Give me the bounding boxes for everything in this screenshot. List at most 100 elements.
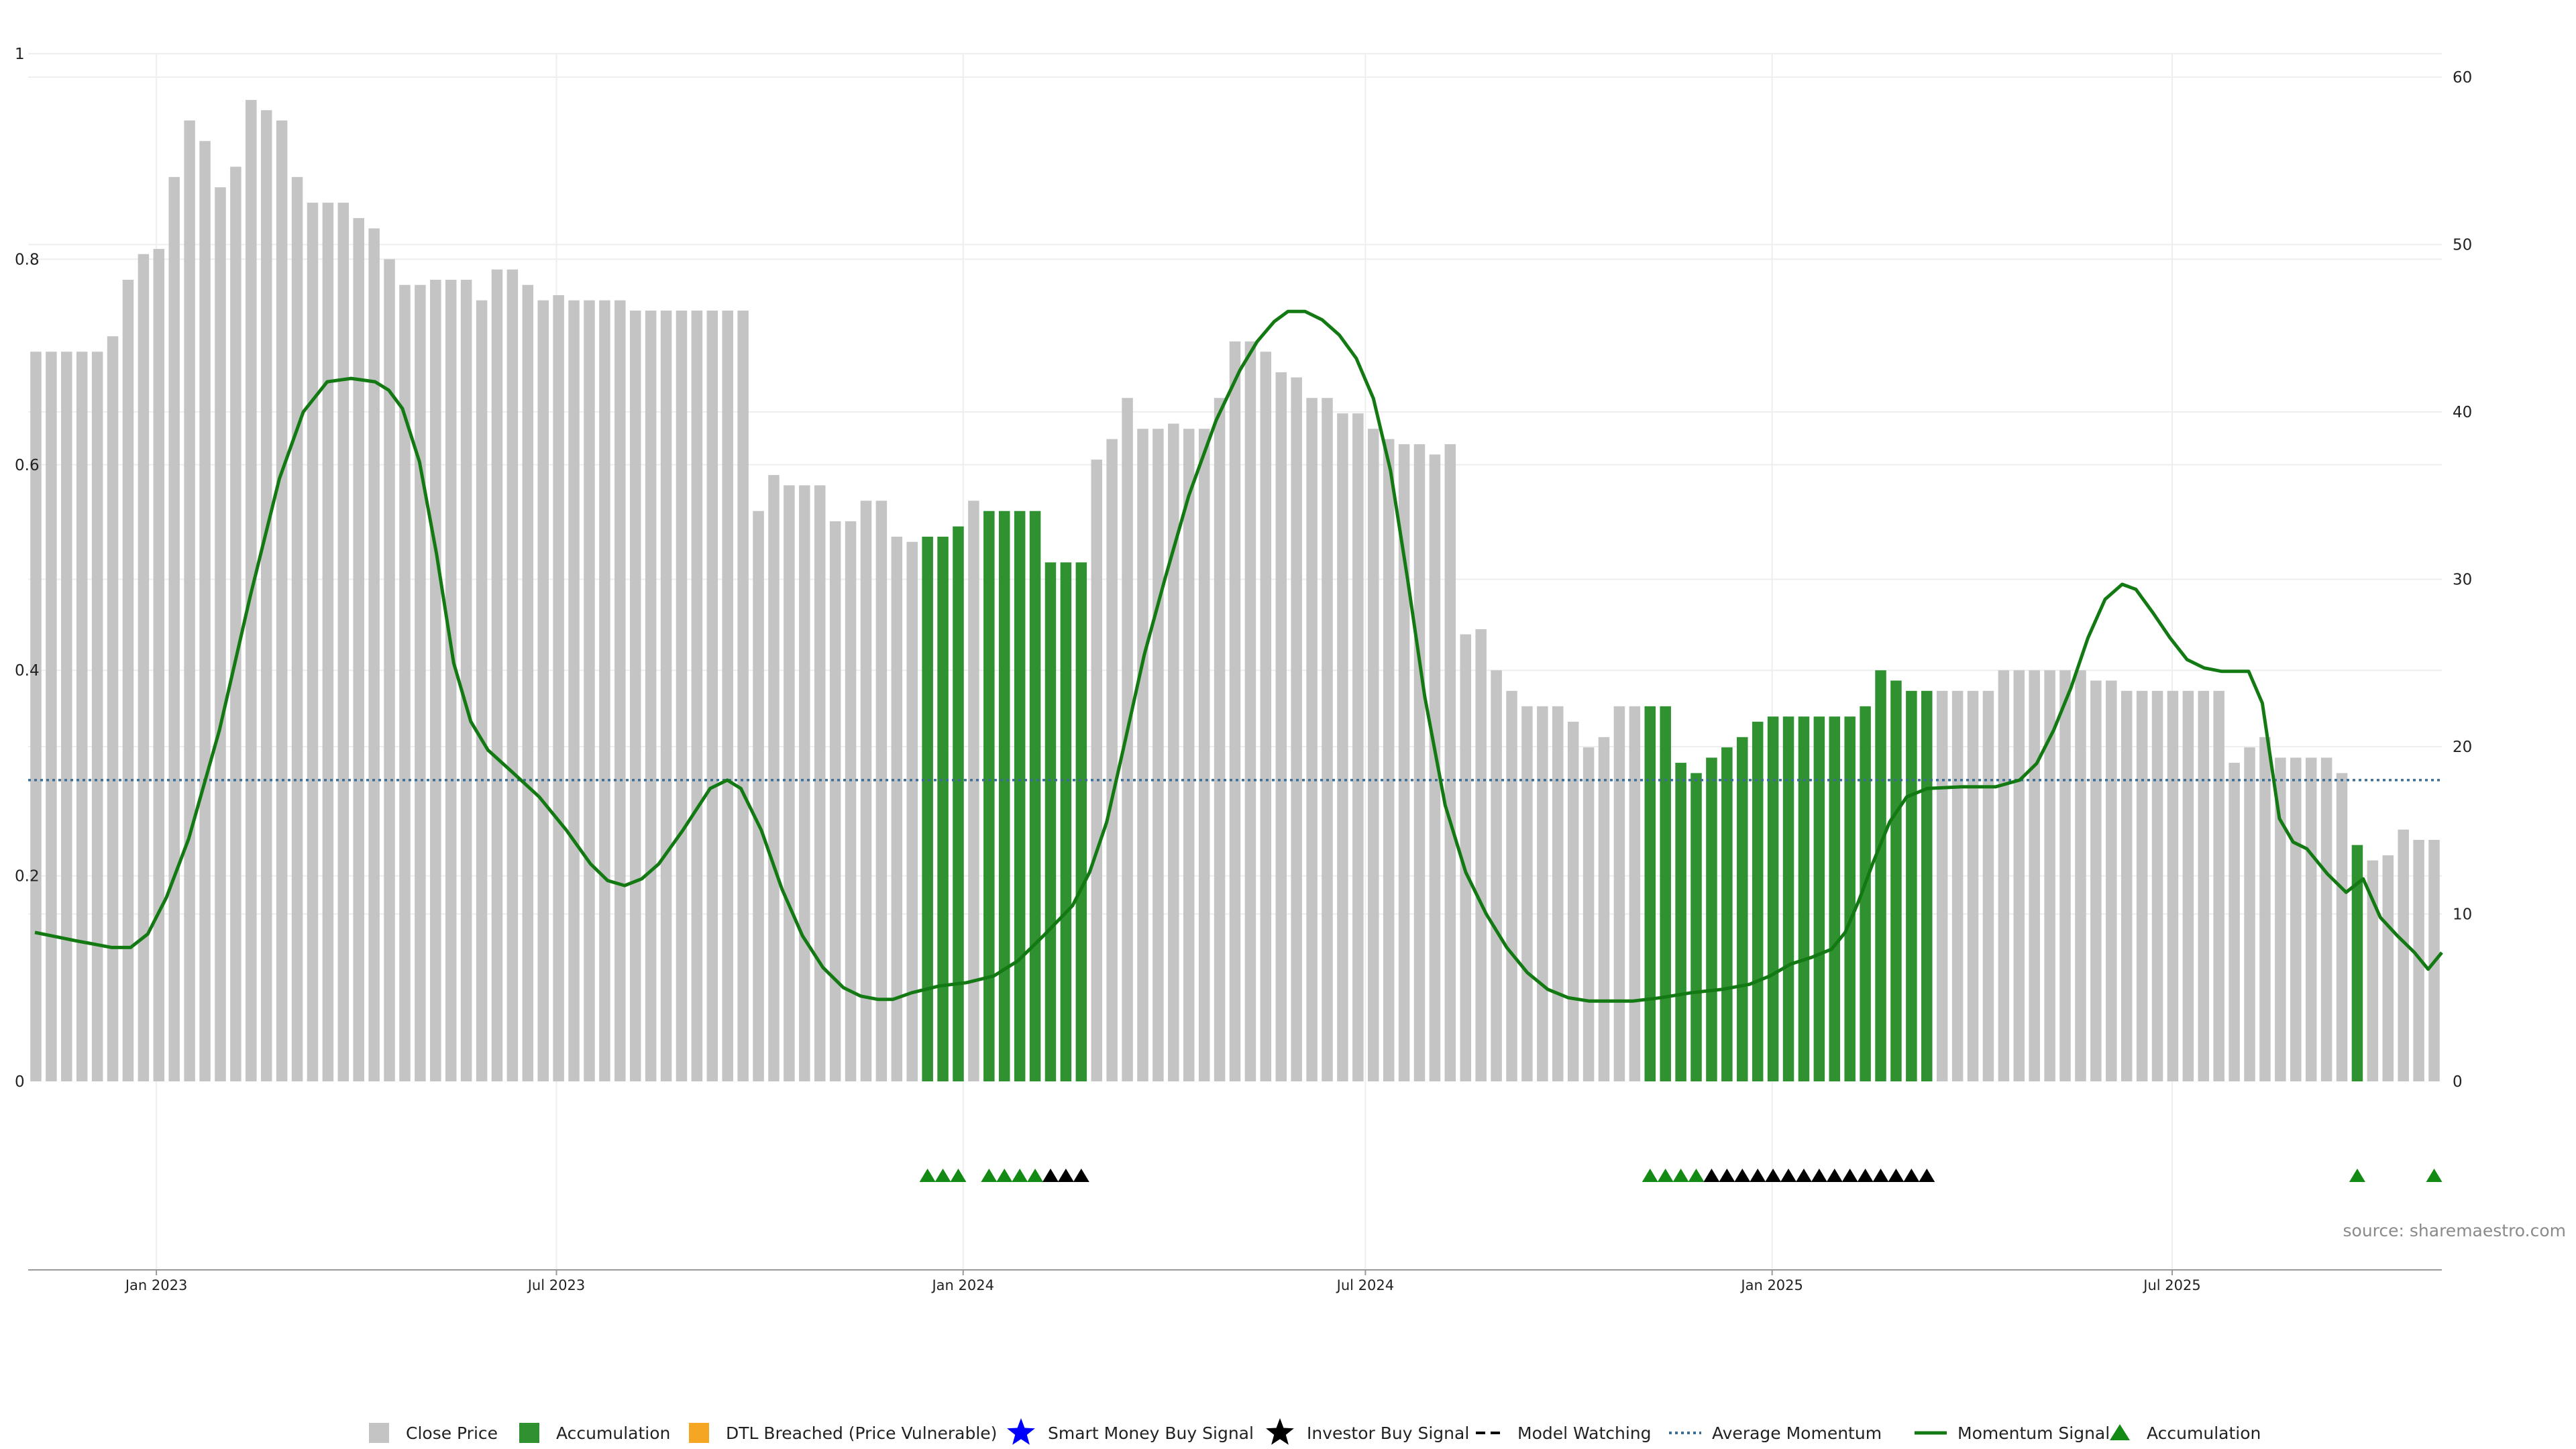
- close-price-bar: [1444, 444, 1456, 1081]
- legend-label: Smart Money Buy Signal: [1048, 1424, 1254, 1443]
- close-price-bar: [291, 176, 303, 1082]
- close-price-bar: [2259, 737, 2271, 1081]
- close-price-bar: [153, 249, 165, 1082]
- close-price-bar: [1629, 706, 1641, 1081]
- close-price-bar: [2075, 670, 2086, 1081]
- investor-signal-marker: [1703, 1169, 1720, 1182]
- legend-item-dtl: DTL Breached (Price Vulnerable): [689, 1423, 997, 1443]
- accumulation-bar: [998, 511, 1010, 1081]
- close-price-bar: [184, 120, 195, 1082]
- close-price-bar: [1122, 398, 1133, 1081]
- close-price-bar: [1260, 352, 1272, 1081]
- investor-signal-marker: [1765, 1169, 1782, 1182]
- accumulation-bar: [1690, 773, 1702, 1081]
- close-price-bar: [1244, 341, 1256, 1082]
- accumulation-bar: [1644, 706, 1656, 1081]
- close-price-bar: [1368, 429, 1379, 1081]
- close-price-bar: [122, 280, 134, 1081]
- accumulation-signal-marker: [2349, 1169, 2365, 1182]
- accumulation-bar: [1675, 763, 1686, 1081]
- close-price-bar: [2151, 690, 2163, 1081]
- x-axis-tick-label: Jul 2025: [2142, 1277, 2200, 1293]
- close-price-bar: [568, 300, 580, 1082]
- close-price-bar: [537, 300, 549, 1082]
- close-price-bar: [629, 311, 641, 1081]
- close-price-bar: [2229, 763, 2240, 1081]
- close-price-bar: [891, 537, 903, 1081]
- close-price-bar: [2320, 757, 2332, 1081]
- close-price-bar: [1475, 629, 1487, 1081]
- close-price-bar: [1413, 444, 1426, 1081]
- close-price-bar: [2121, 690, 2133, 1081]
- legend-label: Model Watching: [1517, 1424, 1652, 1443]
- close-price-bar: [1168, 423, 1179, 1081]
- accumulation-signal-marker: [981, 1169, 998, 1182]
- accumulation-bar: [1829, 716, 1841, 1081]
- investor-signal-marker: [1719, 1169, 1735, 1182]
- legend-star-icon: [1007, 1418, 1035, 1445]
- accumulation-bar: [1767, 716, 1779, 1081]
- close-price-bar: [1537, 706, 1548, 1081]
- close-price-bar: [91, 352, 103, 1081]
- left-axis-tick-label: 0.6: [15, 457, 40, 474]
- close-price-bar: [860, 500, 872, 1081]
- close-price-bar: [430, 280, 441, 1081]
- investor-signal-marker: [1750, 1169, 1766, 1182]
- close-price-bar: [1229, 341, 1241, 1082]
- x-axis-tick-label: Jan 2023: [124, 1277, 188, 1293]
- close-price-bar: [2413, 839, 2424, 1081]
- close-price-bar: [2013, 670, 2025, 1081]
- close-price-bar: [599, 300, 610, 1082]
- price-bars: [30, 99, 2440, 1082]
- close-price-bar: [2044, 670, 2055, 1081]
- close-price-bar: [1521, 706, 1533, 1081]
- close-price-bar: [2398, 829, 2409, 1081]
- close-price-bar: [1936, 690, 1948, 1081]
- close-price-bar: [614, 300, 626, 1082]
- right-axis-tick-label: 0: [2453, 1073, 2463, 1091]
- close-price-bar: [691, 311, 703, 1081]
- close-price-bar: [2382, 855, 2394, 1081]
- close-price-bar: [1613, 706, 1625, 1081]
- close-price-bar: [353, 218, 364, 1081]
- close-price-bar: [1106, 439, 1118, 1081]
- close-price-bar: [399, 284, 411, 1082]
- close-price-bar: [706, 311, 718, 1081]
- close-price-bar: [1982, 690, 1994, 1081]
- accumulation-bar: [1798, 716, 1810, 1081]
- accumulation-bar: [1060, 562, 1072, 1081]
- legend-item-accmark: Accumulation: [2110, 1424, 2261, 1443]
- legend-item-close: Close Price: [369, 1423, 498, 1443]
- close-price-bar: [2213, 690, 2224, 1081]
- right-axis-tick-label: 20: [2453, 739, 2472, 756]
- investor-signal-marker: [1734, 1169, 1751, 1182]
- close-price-bar: [2167, 690, 2179, 1081]
- legend-item-avgmom: Average Momentum: [1669, 1424, 1882, 1443]
- accumulation-signal-marker: [919, 1169, 936, 1182]
- accumulation-signal-marker: [1012, 1169, 1028, 1182]
- close-price-bar: [368, 228, 380, 1082]
- accumulation-signal-marker: [1027, 1169, 1044, 1182]
- close-price-bar: [875, 500, 888, 1081]
- accumulation-bar: [1813, 716, 1825, 1081]
- left-axis-tick-label: 0: [15, 1073, 25, 1091]
- close-price-bar: [2305, 757, 2317, 1081]
- accumulation-bar: [1044, 562, 1057, 1081]
- close-price-bar: [1337, 413, 1348, 1081]
- close-price-bar: [199, 141, 211, 1082]
- close-price-bar: [2106, 680, 2117, 1081]
- close-price-bar: [676, 311, 688, 1081]
- close-price-bar: [829, 521, 841, 1081]
- close-price-bar: [1567, 721, 1579, 1081]
- legend-triangle-icon: [2110, 1424, 2130, 1440]
- close-price-bar: [522, 284, 534, 1082]
- legend-label: Investor Buy Signal: [1307, 1424, 1469, 1443]
- investor-signal-marker: [1073, 1169, 1089, 1182]
- accumulation-bar: [1029, 511, 1041, 1081]
- close-price-bar: [307, 203, 319, 1081]
- investor-signal-marker: [1903, 1169, 1920, 1182]
- close-price-bar: [1429, 454, 1441, 1081]
- momentum-lines: [28, 309, 2443, 1003]
- close-price-bar: [1506, 690, 1517, 1081]
- legend-label: Average Momentum: [1712, 1424, 1882, 1443]
